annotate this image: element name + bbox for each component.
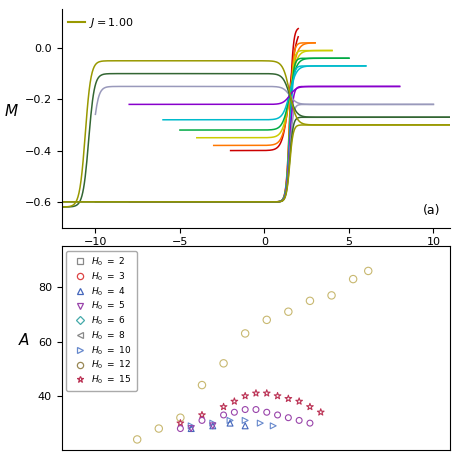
Point [187, 422, 195, 429]
Point [187, 425, 195, 432]
Point [306, 403, 314, 410]
Legend: $H_0$ $=$ 2, $H_0$ $=$ 3, $H_0$ $=$ 4, $H_0$ $=$ 5, $H_0$ $=$ 6, $H_0$ $=$ 8, $H: $H_0$ $=$ 2, $H_0$ $=$ 3, $H_0$ $=$ 4, $… [66, 251, 137, 391]
Point [241, 422, 249, 429]
Point [241, 406, 249, 413]
Point [284, 395, 292, 402]
Point [252, 390, 260, 397]
Point [230, 409, 238, 416]
Point [177, 414, 184, 421]
Point [274, 411, 282, 419]
Point [365, 267, 372, 275]
Text: (a): (a) [423, 204, 441, 218]
Point [198, 417, 206, 424]
Point [155, 425, 163, 432]
Point [295, 398, 303, 405]
Point [226, 419, 234, 427]
Point [209, 422, 217, 429]
Point [177, 425, 184, 432]
Point [177, 419, 184, 427]
Point [230, 398, 238, 405]
Point [263, 409, 271, 416]
Point [220, 411, 228, 419]
Point [209, 422, 217, 429]
Point [209, 419, 217, 427]
Point [198, 381, 206, 389]
X-axis label: $H$: $H$ [249, 253, 263, 269]
Point [256, 419, 264, 427]
Point [220, 360, 228, 367]
Point [226, 417, 234, 424]
Point [198, 411, 206, 419]
Point [220, 403, 228, 410]
Legend: $J = 1.00$: $J = 1.00$ [67, 15, 135, 31]
Point [263, 316, 271, 324]
Point [306, 419, 314, 427]
Point [295, 417, 303, 424]
Point [263, 390, 271, 397]
Point [317, 409, 325, 416]
Y-axis label: $M$: $M$ [3, 102, 18, 118]
Point [328, 292, 335, 299]
Point [241, 392, 249, 400]
Point [349, 275, 357, 283]
Point [269, 422, 277, 429]
Point [241, 329, 249, 337]
Point [306, 297, 314, 305]
Point [133, 436, 141, 443]
Point [274, 392, 282, 400]
Point [284, 308, 292, 316]
Point [252, 406, 260, 413]
Point [284, 414, 292, 421]
Y-axis label: $A$: $A$ [18, 332, 30, 348]
Point [241, 417, 249, 424]
Point [187, 425, 195, 432]
